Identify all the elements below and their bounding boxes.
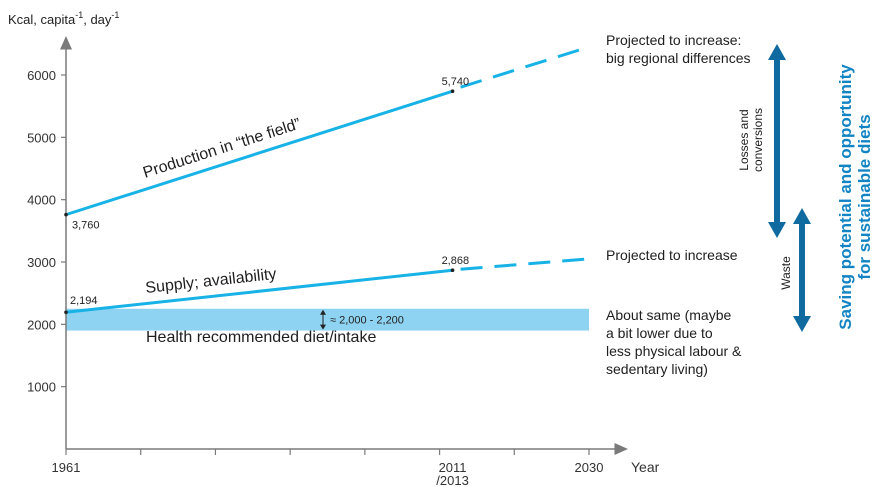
- series-line: [64, 89, 455, 217]
- y-tick-label: 3000: [27, 255, 56, 270]
- series-projection: [460, 257, 590, 271]
- data-point: [450, 89, 455, 94]
- band-label: Health recommended diet/intake: [146, 329, 376, 346]
- band-note: sedentary living): [606, 361, 708, 377]
- x-tick-label: 2011: [439, 460, 467, 475]
- y-ticks: 1000 2000 3000 4000 5000 6000: [27, 68, 66, 395]
- y-tick-label: 6000: [27, 68, 56, 83]
- y-tick-label: 5000: [27, 130, 56, 145]
- data-label: 5,740: [442, 76, 470, 88]
- data-point: [64, 212, 68, 217]
- series-label-production: Production in “the field”: [141, 116, 303, 182]
- losses-label: conversions: [751, 108, 765, 172]
- y-axis-title: Kcal, capita-1, day-1: [8, 10, 119, 27]
- series-projection: [460, 45, 590, 89]
- y-tick-label: 2000: [27, 317, 56, 332]
- x-tick-label: 1961: [52, 460, 81, 475]
- series-line: [64, 268, 455, 314]
- x-ticks: [65, 449, 590, 455]
- data-label: 2,194: [70, 295, 98, 307]
- waste-arrow: [793, 208, 811, 332]
- data-point: [64, 310, 68, 315]
- y-tick-label: 4000: [27, 193, 56, 208]
- band-note: a bit lower due to: [606, 325, 713, 341]
- health-band: [66, 308, 589, 331]
- projection-note-production: big regional differences: [606, 50, 751, 66]
- saving-label: Saving potential and opportunity: [836, 64, 855, 330]
- data-point: [450, 268, 455, 273]
- waste-label: Waste: [779, 256, 793, 290]
- projection-note-supply: Projected to increase: [606, 247, 738, 263]
- band-range-label: ≈ 2,000 - 2,200: [330, 315, 404, 327]
- saving-label: for sustainable diets: [855, 114, 874, 279]
- x-axis-title: Year: [631, 459, 660, 475]
- band-note: About same (maybe: [606, 307, 731, 323]
- losses-arrow: [768, 44, 786, 238]
- losses-label: Losses and: [737, 109, 751, 170]
- data-label: 3,760: [72, 220, 100, 232]
- band-note: less physical labour &: [606, 343, 742, 359]
- series-group: [64, 45, 590, 315]
- y-tick-label: 1000: [27, 380, 56, 395]
- x-tick-label: /2013: [436, 473, 469, 487]
- band-range-indicator: [320, 309, 326, 330]
- data-label: 2,868: [442, 255, 470, 267]
- x-tick-label: 2030: [575, 460, 604, 475]
- projection-note-production: Projected to increase:: [606, 32, 741, 48]
